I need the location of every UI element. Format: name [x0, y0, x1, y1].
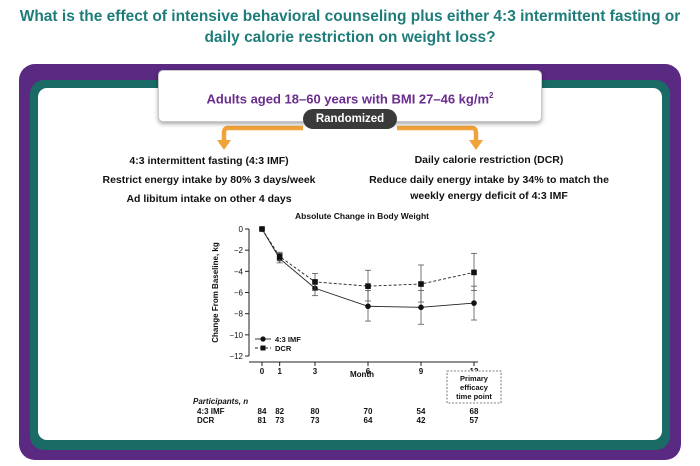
data-point-dcr [471, 269, 477, 276]
y-tick-label: −10 [229, 331, 243, 340]
participants-count: 54 [417, 407, 426, 416]
x-tick-label: 9 [419, 367, 424, 376]
arm-dcr-line-2: Reduce daily energy intake by 34% to mat… [369, 173, 609, 186]
participants-count: 64 [364, 416, 373, 425]
y-tick-label: −4 [234, 267, 244, 276]
participants-count: 68 [470, 407, 479, 416]
randomization-arrows [221, 125, 479, 141]
y-tick-label: −6 [234, 289, 244, 298]
legend-marker-dcr [260, 345, 266, 351]
data-point-dcr [418, 281, 424, 287]
question-title: What is the effect of intensive behavior… [0, 6, 700, 48]
question-line-1: What is the effect of intensive behavior… [19, 8, 681, 25]
participants-count: 42 [417, 416, 426, 425]
data-point-imf [418, 304, 424, 311]
y-tick-label: −2 [234, 246, 244, 255]
arm-imf: 4:3 intermittent fasting (4:3 IMF) Restr… [94, 152, 324, 209]
y-axis-label: Change From Baseline, kg [211, 242, 220, 343]
annotation-line-1: Primary [460, 374, 489, 383]
participants-row-label: 4:3 IMF [197, 407, 225, 416]
x-tick-label: 1 [277, 367, 282, 376]
data-point-dcr [312, 279, 318, 285]
participants-header: Participants, n [193, 397, 248, 406]
participants-row-label: DCR [197, 416, 215, 425]
annotation-line-3: time point [456, 392, 492, 401]
content-panel [38, 88, 662, 440]
primary-efficacy-box [446, 370, 502, 404]
randomized-badge: Randomized [303, 109, 397, 129]
participants-count: 81 [258, 416, 267, 425]
participants-count: 70 [364, 407, 373, 416]
data-point-dcr [365, 283, 371, 289]
arm-imf-title: 4:3 intermittent fasting (4:3 IMF) [129, 155, 289, 167]
participants-count: 84 [258, 407, 267, 416]
weight-change-chart: Absolute Change in Body Weight 0 −2 −4 −6 −8 −… [193, 211, 502, 425]
data-point-dcr [276, 253, 283, 260]
data-point-imf [365, 303, 371, 310]
participants-count: 80 [311, 407, 320, 416]
arm-dcr-line-3: weekly energy deficit of 4:3 IMF [410, 190, 568, 202]
data-point-dcr [259, 226, 265, 232]
arrow-left [221, 125, 303, 141]
x-axis-label: Month [350, 370, 374, 379]
legend-label-dcr: DCR [275, 344, 292, 353]
participants-count: 57 [470, 416, 479, 425]
participants-count: 82 [275, 407, 284, 416]
y-tick-label: −12 [229, 352, 243, 361]
arm-imf-line-2: Restrict energy intake by 80% 3 days/wee… [102, 174, 316, 186]
legend-label-imf: 4:3 IMF [275, 335, 301, 344]
participants-count: 73 [275, 416, 284, 425]
participants-count: 73 [311, 416, 320, 425]
y-tick-label: −8 [234, 310, 244, 319]
arm-imf-line-3: Ad libitum intake on other 4 days [126, 193, 292, 205]
arm-dcr-title: Daily calorie restriction (DCR) [414, 154, 564, 166]
population-text: Adults aged 18–60 years with BMI 27–46 k… [206, 91, 490, 107]
data-point-imf [471, 300, 477, 306]
legend-marker-imf [260, 336, 266, 342]
x-tick-label: 3 [313, 367, 318, 376]
x-tick-label: 0 [260, 367, 265, 376]
arrow-right-head [469, 140, 483, 150]
arm-dcr: Daily calorie restriction (DCR) Reduce d… [354, 152, 624, 205]
chart-title: Absolute Change in Body Weight [295, 211, 429, 221]
annotation-line-2: efficacy [460, 383, 489, 392]
arrow-left-head [217, 140, 231, 150]
y-tick-label: 0 [239, 225, 244, 234]
population-superscript: 2 [489, 91, 494, 100]
question-line-2: daily calorie restriction on weight loss… [204, 29, 496, 46]
arrow-right [397, 125, 479, 141]
x-tick-label: 6 [366, 367, 371, 376]
